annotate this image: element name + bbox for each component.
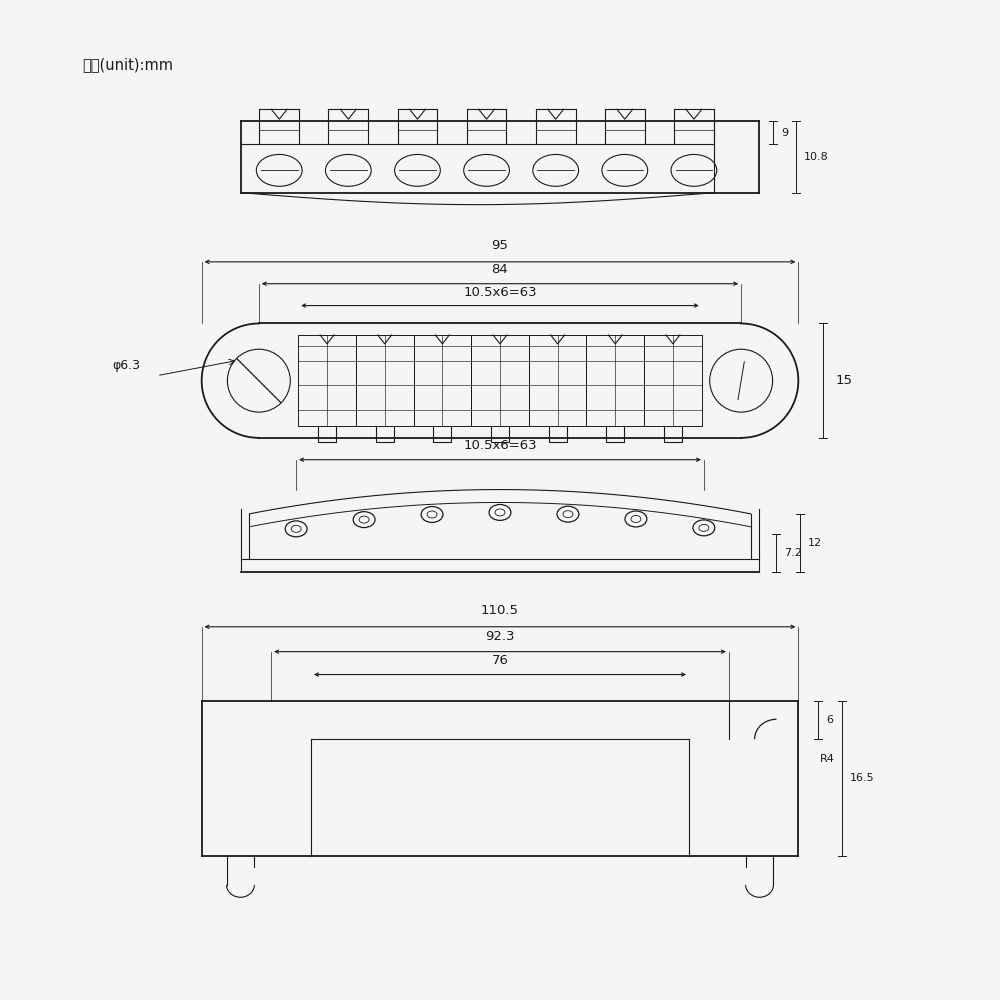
Text: 76: 76 (492, 654, 508, 667)
Text: 95: 95 (492, 239, 508, 252)
Text: 92.3: 92.3 (485, 630, 515, 643)
Text: 15: 15 (835, 374, 852, 387)
Text: 9: 9 (781, 128, 789, 138)
Text: 12: 12 (808, 538, 822, 548)
Text: 单位(unit):mm: 单位(unit):mm (82, 57, 173, 72)
Text: R4: R4 (820, 754, 835, 764)
Text: 16.5: 16.5 (850, 773, 875, 783)
Text: 6: 6 (826, 715, 833, 725)
Text: 7.2: 7.2 (784, 548, 802, 558)
Text: 10.5x6=63: 10.5x6=63 (463, 439, 537, 452)
Text: 84: 84 (492, 263, 508, 276)
Text: 10.8: 10.8 (804, 152, 829, 162)
Text: 110.5: 110.5 (481, 604, 519, 617)
Text: φ6.3: φ6.3 (112, 359, 140, 372)
Text: 10.5x6=63: 10.5x6=63 (463, 286, 537, 299)
